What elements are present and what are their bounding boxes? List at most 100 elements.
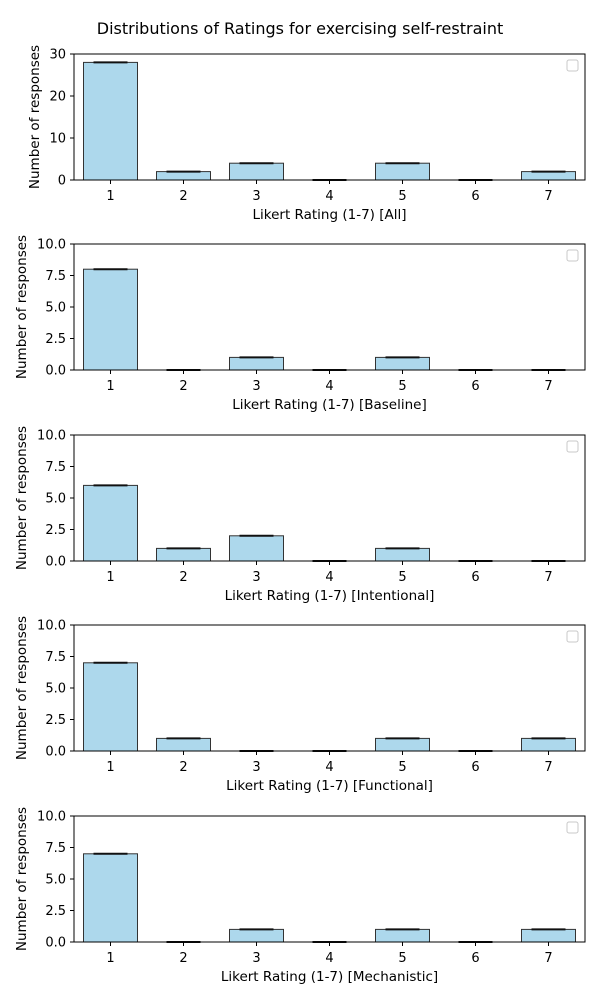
y-tick-label: 5.0 [45, 682, 66, 697]
x-tick-label: 1 [106, 760, 114, 775]
chart-panels: 1 2 3 4 5 6 7 0 10 20 30 Likert Rating (1-7) [All] N… [14, 45, 586, 985]
y-tick-label: 2.5 [45, 523, 66, 538]
x-tick-label: 1 [106, 951, 114, 966]
plot-frame [73, 815, 586, 943]
chart-panel: 1 2 3 4 5 6 7 0.0 2.5 5.0 7.5 10.0 Likert Rating (1-… [14, 807, 586, 985]
plot-frame [73, 53, 586, 181]
x-tick-label: 6 [471, 951, 479, 966]
x-tick-label: 6 [471, 570, 479, 585]
y-tick-label: 7.5 [45, 841, 66, 856]
x-tick-label: 7 [544, 379, 552, 394]
bar [83, 853, 138, 943]
x-tick-label: 2 [179, 189, 187, 204]
chart-panel: 1 2 3 4 5 6 7 0.0 2.5 5.0 7.5 10.0 Likert Rating (1-… [14, 235, 586, 413]
y-tick-label: 2.5 [45, 332, 66, 347]
y-axis-label: Number of responses [14, 616, 30, 760]
bar [156, 547, 211, 562]
y-axis-label: Number of responses [27, 45, 43, 189]
y-tick-label: 10.0 [37, 810, 66, 825]
x-tick-label: 4 [325, 379, 333, 394]
x-tick-label: 5 [398, 951, 406, 966]
x-tick-label: 3 [252, 951, 260, 966]
bar [83, 662, 138, 752]
y-tick-label: 10.0 [37, 619, 66, 634]
bar [375, 928, 430, 943]
x-tick-label: 7 [544, 189, 552, 204]
bar [521, 171, 576, 181]
legend-box [566, 630, 579, 643]
bar [375, 162, 430, 181]
x-tick-label: 3 [252, 379, 260, 394]
y-tick-label: 5.0 [45, 492, 66, 507]
y-tick-label: 5.0 [45, 301, 66, 316]
x-tick-label: 7 [544, 951, 552, 966]
y-tick-label: 10 [49, 132, 66, 147]
x-tick-label: 5 [398, 570, 406, 585]
bar [375, 356, 430, 371]
x-tick-label: 3 [252, 570, 260, 585]
bar [375, 547, 430, 562]
y-tick-label: 2.5 [45, 904, 66, 919]
y-tick-label: 20 [49, 90, 66, 105]
bar [229, 535, 284, 562]
bar [229, 162, 284, 181]
y-tick-label: 0.0 [45, 936, 66, 951]
x-axis-label: Likert Rating (1-7) [Baseline] [232, 397, 427, 413]
bar [156, 737, 211, 752]
chart-panel: 1 2 3 4 5 6 7 0.0 2.5 5.0 7.5 10.0 Likert Rating (1-… [14, 616, 586, 794]
y-tick-label: 7.5 [45, 650, 66, 665]
bar [83, 268, 138, 371]
x-tick-label: 7 [544, 570, 552, 585]
bar [375, 737, 430, 752]
y-tick-label: 10.0 [37, 238, 66, 253]
legend-box [566, 59, 579, 72]
y-axis-label: Number of responses [14, 807, 30, 951]
x-tick-label: 2 [179, 760, 187, 775]
plot-frame [73, 434, 586, 562]
y-tick-label: 0.0 [45, 364, 66, 379]
x-tick-label: 5 [398, 760, 406, 775]
bar [83, 484, 138, 562]
x-tick-label: 6 [471, 379, 479, 394]
plot-frame [73, 243, 586, 371]
x-tick-label: 6 [471, 760, 479, 775]
x-tick-label: 2 [179, 951, 187, 966]
bar [156, 171, 211, 181]
legend-box [566, 249, 579, 262]
y-tick-label: 0.0 [45, 745, 66, 760]
x-tick-label: 4 [325, 951, 333, 966]
y-axis-label: Number of responses [14, 426, 30, 570]
x-tick-label: 3 [252, 760, 260, 775]
y-tick-label: 7.5 [45, 460, 66, 475]
figure-title: Distributions of Ratings for exercising … [97, 19, 503, 38]
x-tick-label: 5 [398, 189, 406, 204]
y-tick-label: 30 [49, 48, 66, 63]
x-tick-label: 5 [398, 379, 406, 394]
y-tick-label: 0 [58, 174, 66, 189]
bar [229, 928, 284, 943]
plot-frame [73, 624, 586, 752]
x-tick-label: 2 [179, 379, 187, 394]
x-axis-label: Likert Rating (1-7) [Mechanistic] [221, 969, 438, 985]
x-tick-label: 4 [325, 760, 333, 775]
x-tick-label: 1 [106, 379, 114, 394]
bar [229, 356, 284, 371]
x-tick-label: 2 [179, 570, 187, 585]
x-tick-label: 1 [106, 570, 114, 585]
x-tick-label: 4 [325, 570, 333, 585]
x-axis-label: Likert Rating (1-7) [All] [252, 207, 406, 223]
bar [83, 61, 138, 181]
bar [521, 737, 576, 752]
y-tick-label: 7.5 [45, 269, 66, 284]
y-tick-label: 0.0 [45, 555, 66, 570]
chart-panel: 1 2 3 4 5 6 7 0 10 20 30 Likert Rating (1-7) [All] N… [27, 45, 586, 223]
x-tick-label: 6 [471, 189, 479, 204]
x-axis-label: Likert Rating (1-7) [Functional] [226, 778, 433, 794]
y-axis-label: Number of responses [14, 235, 30, 379]
y-tick-label: 10.0 [37, 429, 66, 444]
legend-box [566, 821, 579, 834]
legend-box [566, 440, 579, 453]
x-axis-label: Likert Rating (1-7) [Intentional] [225, 588, 435, 604]
bar [521, 928, 576, 943]
